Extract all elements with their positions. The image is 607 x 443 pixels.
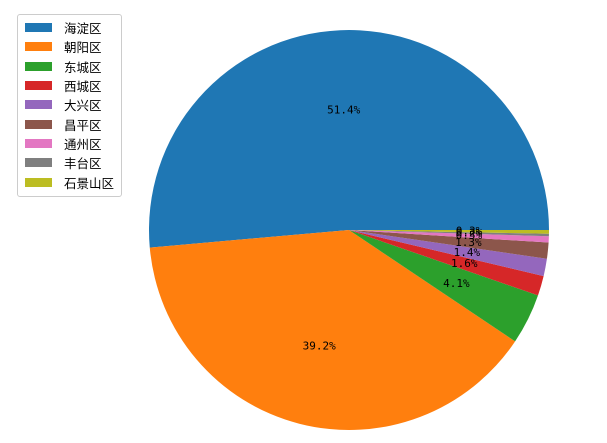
legend-item: 海淀区 bbox=[18, 18, 121, 37]
legend-label: 朝阳区 bbox=[64, 40, 102, 56]
pie-slice-5 bbox=[349, 230, 547, 277]
pie-percent-label: 39.2% bbox=[303, 340, 336, 353]
legend-item: 丰台区 bbox=[18, 153, 121, 172]
legend-swatch bbox=[25, 138, 52, 148]
legend-item: 大兴区 bbox=[18, 95, 121, 114]
legend-item: 朝阳区 bbox=[18, 37, 121, 56]
legend-label: 石景山区 bbox=[64, 175, 115, 191]
pie-slice-3 bbox=[349, 230, 539, 342]
pie-percent-label: 1.4% bbox=[454, 246, 481, 259]
legend-swatch bbox=[25, 100, 52, 110]
legend-swatch bbox=[25, 177, 52, 187]
legend-swatch bbox=[25, 42, 52, 52]
legend-label: 东城区 bbox=[64, 59, 102, 75]
legend-item: 通州区 bbox=[18, 134, 121, 153]
pie-percent-label: 0.3% bbox=[456, 225, 483, 238]
legend-swatch bbox=[25, 61, 52, 71]
pie-percent-label: 51.4% bbox=[327, 104, 360, 117]
pie-percent-label: 1.6% bbox=[451, 257, 478, 270]
legend-item: 西城区 bbox=[18, 76, 121, 95]
legend-item: 昌平区 bbox=[18, 114, 121, 133]
legend-swatch bbox=[25, 158, 52, 168]
legend-label: 昌平区 bbox=[64, 117, 102, 133]
pie-percent-label: 0.2% bbox=[456, 227, 483, 240]
legend-label: 海淀区 bbox=[64, 21, 102, 37]
pie-percent-label: 4.1% bbox=[443, 277, 470, 290]
legend-label: 大兴区 bbox=[64, 98, 102, 114]
pie-slice-8 bbox=[349, 230, 549, 237]
pie-slice-7 bbox=[349, 230, 549, 243]
pie-percent-label: 1.3% bbox=[455, 236, 482, 249]
legend-item: 东城区 bbox=[18, 57, 121, 76]
legend-item: 石景山区 bbox=[18, 172, 121, 191]
legend-swatch bbox=[25, 23, 52, 33]
pie-slice-4 bbox=[349, 230, 544, 296]
pie-percent-label: 0.5% bbox=[456, 229, 483, 242]
pie-slice-6 bbox=[349, 230, 549, 259]
legend-label: 丰台区 bbox=[64, 156, 102, 172]
pie-percent-labels: 51.4% 39.2% 4.1% 1.6%1.4%1.3%0.5%0.2%0.3% bbox=[303, 104, 483, 353]
pie-slice-1 bbox=[148, 30, 549, 248]
chart-legend: 海淀区朝阳区东城区西城区大兴区昌平区通州区丰台区石景山区 bbox=[17, 14, 122, 197]
legend-label: 通州区 bbox=[64, 136, 102, 152]
legend-swatch bbox=[25, 119, 52, 129]
pie-slice-9 bbox=[349, 230, 549, 234]
pie-slice-2 bbox=[149, 230, 516, 430]
pie-slices bbox=[148, 30, 549, 430]
legend-swatch bbox=[25, 81, 52, 91]
legend-label: 西城区 bbox=[64, 79, 102, 95]
